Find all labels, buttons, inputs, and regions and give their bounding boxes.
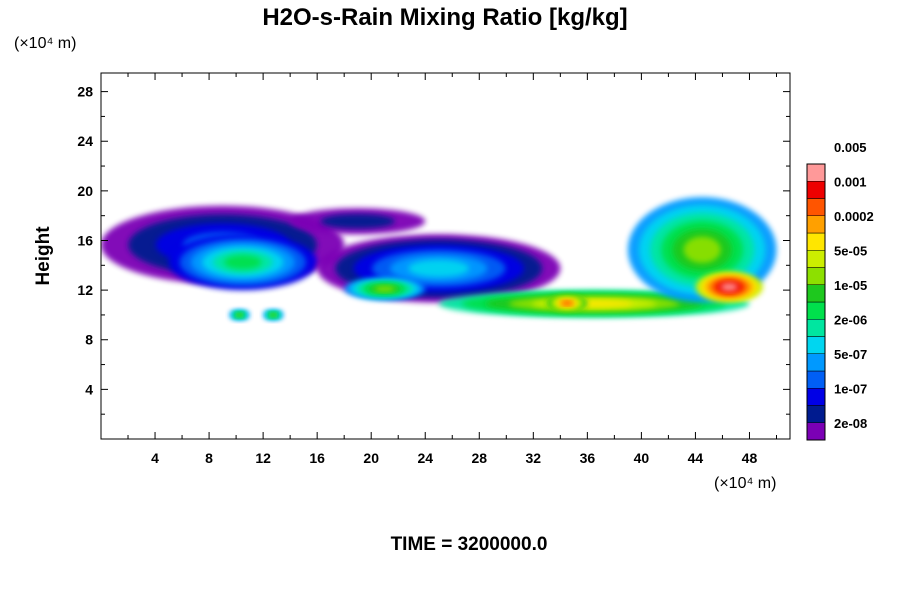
chart-title: H2O-s-Rain Mixing Ratio [kg/kg] — [262, 4, 627, 31]
y-tick-label: 12 — [77, 282, 93, 298]
field-storm-east-core — [720, 283, 738, 291]
y-axis-label: Height — [33, 226, 54, 286]
field-cloud-mid-core — [374, 286, 395, 292]
colorbar-swatch — [806, 405, 826, 423]
colorbar-label: 0.001 — [834, 174, 867, 189]
field-cloud-west-core — [224, 255, 262, 270]
y-tick-label: 4 — [85, 381, 93, 397]
colorbar-swatch — [806, 422, 826, 441]
x-tick-label: 36 — [580, 450, 596, 466]
colorbar-frame — [806, 163, 826, 441]
x-tick-label: 32 — [526, 450, 542, 466]
colorbar-swatch — [806, 198, 826, 216]
y-tick-label: 20 — [77, 183, 93, 199]
colorbar-swatch — [806, 301, 826, 320]
plot-frame — [100, 72, 791, 440]
y-unit-label: (×10⁴ m) — [14, 35, 76, 52]
field-storm-east — [683, 236, 721, 263]
colorbar-swatch — [806, 250, 826, 268]
colorbar-swatch — [806, 215, 826, 234]
colorbar-label: 2e-08 — [834, 416, 867, 431]
y-tick-label: 8 — [85, 332, 93, 348]
y-tick-label: 16 — [77, 232, 93, 248]
x-tick-label: 44 — [688, 450, 704, 466]
colorbar-swatch — [806, 336, 826, 354]
contour-field — [101, 197, 777, 320]
y-axis: 4 8 12 16 20 24 28 — [77, 84, 790, 415]
x-tick-label: 12 — [255, 450, 271, 466]
colorbar-label: 1e-05 — [834, 278, 867, 293]
x-tick-label: 8 — [205, 450, 213, 466]
y-tick-label: 24 — [77, 133, 93, 149]
field-cloud-mid — [408, 259, 470, 277]
x-axis: 4 8 12 16 20 24 28 32 36 40 44 48 — [127, 73, 777, 466]
colorbar-label: 5e-07 — [834, 347, 867, 362]
colorbar-swatch — [806, 163, 826, 182]
x-tick-label: 16 — [309, 450, 325, 466]
time-footer: TIME = 3200000.0 — [391, 534, 548, 555]
colorbar-swatch — [806, 319, 826, 337]
x-tick-label: 4 — [151, 450, 159, 466]
colorbar-swatch — [806, 284, 826, 303]
field-upper-anvil-purple — [320, 214, 395, 229]
colorbar-label: 1e-07 — [834, 381, 867, 396]
field-small-cell-10 — [236, 313, 243, 317]
x-tick-label: 20 — [363, 450, 379, 466]
colorbar-swatch — [806, 353, 826, 372]
colorbar-swatch — [806, 267, 826, 285]
colorbar-label: 5e-05 — [834, 243, 867, 258]
colorbar-swatch — [806, 370, 826, 389]
x-tick-label: 40 — [634, 450, 650, 466]
colorbar-label: 0.0002 — [834, 209, 874, 224]
field-low-band-core — [562, 301, 573, 306]
x-unit-label: (×10⁴ m) — [714, 475, 776, 492]
colorbar-label: 2e-06 — [834, 312, 867, 327]
y-tick-label: 28 — [77, 84, 93, 100]
colorbar-swatch — [806, 388, 826, 406]
x-tick-label: 28 — [471, 450, 487, 466]
x-tick-label: 48 — [742, 450, 758, 466]
field-small-cell-12.5 — [270, 313, 276, 317]
colorbar: 2e-08 1e-07 5e-07 2e-06 1e-05 5e-05 0.0002 0.00… — [806, 140, 874, 441]
colorbar-swatch — [806, 181, 826, 199]
colorbar-swatch — [806, 232, 826, 251]
colorbar-label: 0.005 — [834, 140, 867, 155]
x-tick-label: 24 — [417, 450, 433, 466]
